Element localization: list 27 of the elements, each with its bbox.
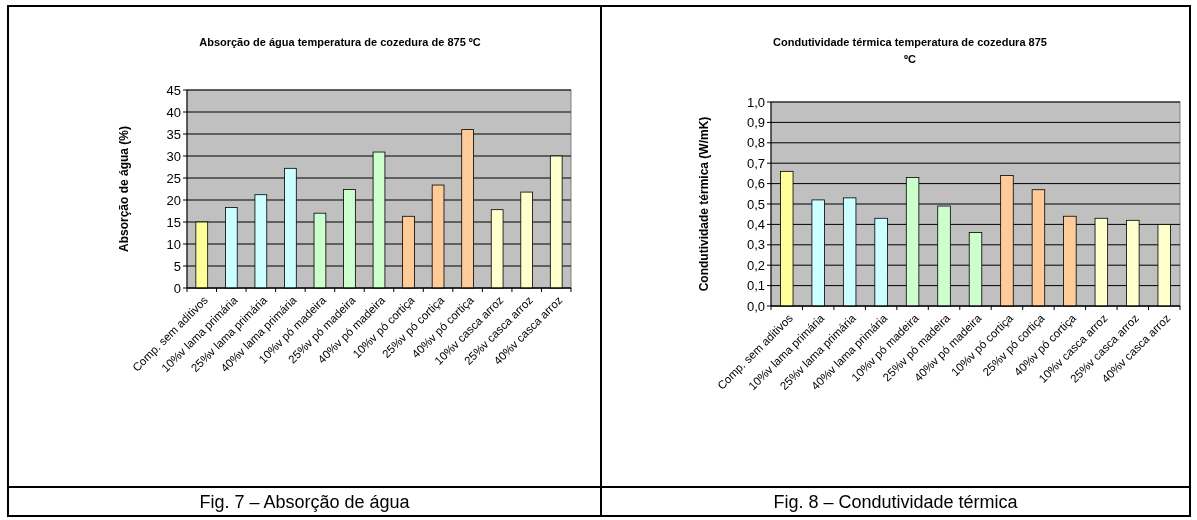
y-tick-label: 0 [173,280,181,296]
caption: Fig. 7 – Absorção de água [199,492,411,512]
y-tick-label: 0,3 [746,237,765,253]
y-tick-label: 0,2 [746,257,765,273]
chart-title: Absorção de água temperatura de cozedura de 875 ºC [199,36,481,48]
y-tick-label: 0,9 [746,114,765,130]
y-tick-label: 0,7 [746,155,765,171]
y-tick-label: 0,6 [746,176,765,192]
y-tick-label: 0,8 [746,135,765,151]
y-tick-label: 35 [166,126,181,142]
y-tick-label: 5 [173,258,181,274]
y-tick-label: 0,5 [746,196,765,212]
y-axis-title: Absorção de água (%) [117,125,131,253]
chart-title: Condutividade térmica temperatura de cozedura 875 ºC [773,36,1047,65]
y-axis-title: Condutividade térmica (W/mK) [697,116,711,292]
y-tick-label: 20 [166,192,181,208]
y-tick-label: 40 [166,104,181,120]
y-tick-label: 30 [166,148,181,164]
y-tick-label: 0,4 [746,216,765,232]
y-tick-label: 25 [166,170,181,186]
y-tick-label: 15 [166,214,181,230]
y-tick-label: 1,0 [746,94,765,110]
y-tick-label: 10 [166,236,181,252]
y-tick-label: 0,0 [746,298,765,314]
y-tick-label: 0,1 [746,278,765,294]
y-tick-label: 45 [166,82,181,98]
caption: Fig. 8 – Condutividade térmica [773,492,1019,512]
